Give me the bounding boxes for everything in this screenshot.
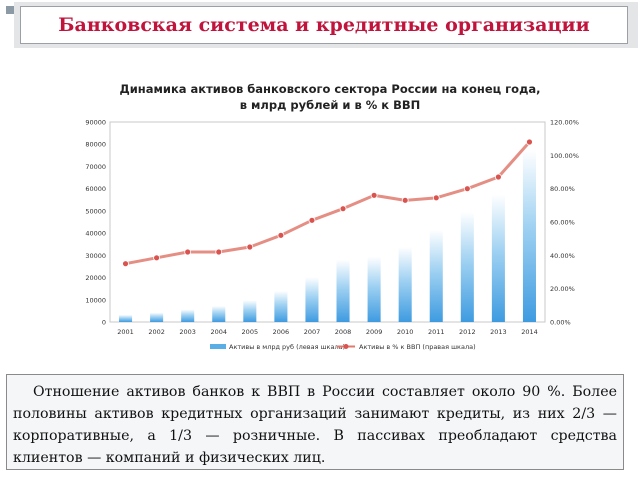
left-axis-tick-label: 20000 xyxy=(85,274,106,282)
right-axis-tick-label: 100.00% xyxy=(550,152,579,160)
bar xyxy=(305,277,319,322)
right-axis-tick-label: 60.00% xyxy=(550,219,575,227)
description-box: Отношение активов банков к ВВП в России … xyxy=(6,374,624,470)
slide-title: Банковская система и кредитные организац… xyxy=(20,6,628,44)
left-axis-tick-label: 40000 xyxy=(85,230,106,238)
x-axis-tick-label: 2011 xyxy=(428,328,445,336)
bar xyxy=(522,149,536,322)
bar xyxy=(336,259,350,322)
line-point xyxy=(122,260,129,268)
left-axis-tick-label: 30000 xyxy=(85,252,106,260)
line-point xyxy=(432,194,440,202)
line-point xyxy=(277,231,285,239)
chart-title-line-2: в млрд рублей и в % к ВВП xyxy=(240,98,421,112)
right-axis-tick-label: 120.00% xyxy=(550,119,579,127)
bar xyxy=(274,290,288,322)
line-point xyxy=(246,243,254,251)
bar xyxy=(181,309,195,322)
bar xyxy=(119,314,133,322)
line-point xyxy=(526,138,533,146)
left-axis-tick-label: 10000 xyxy=(85,296,106,304)
x-axis-tick-label: 2007 xyxy=(304,328,321,336)
line-point xyxy=(370,191,378,199)
description-text: Отношение активов банков к ВВП в России … xyxy=(13,384,617,466)
x-axis-tick-label: 2010 xyxy=(397,328,414,336)
right-axis-tick-label: 80.00% xyxy=(550,185,575,193)
line-point xyxy=(184,248,192,256)
left-axis-tick-label: 80000 xyxy=(85,141,106,149)
line-point xyxy=(339,205,347,213)
corner-square xyxy=(6,6,14,14)
x-axis-tick-label: 2013 xyxy=(490,328,507,336)
x-axis-tick-label: 2009 xyxy=(366,328,383,336)
x-axis-tick-label: 2003 xyxy=(179,328,196,336)
left-axis-tick-label: 70000 xyxy=(85,163,106,171)
legend-label-bars: Активы в млрд руб (левая шкала) xyxy=(229,343,345,351)
right-axis-tick-label: 20.00% xyxy=(550,285,575,293)
legend-label-line: Активы в % к ВВП (правая шкала) xyxy=(359,343,476,351)
plot-frame xyxy=(109,121,546,323)
left-axis-tick-label: 60000 xyxy=(85,185,106,193)
bar xyxy=(460,212,474,322)
x-axis-tick-label: 2004 xyxy=(210,328,227,336)
bar xyxy=(429,229,443,322)
line-point xyxy=(463,185,471,193)
x-axis-tick-label: 2002 xyxy=(148,328,165,336)
x-axis-tick-label: 2005 xyxy=(242,328,259,336)
right-axis-tick-label: 0.00% xyxy=(550,319,571,327)
line-series xyxy=(125,141,531,266)
bar xyxy=(243,300,257,322)
line-point xyxy=(153,254,161,262)
x-axis-tick-label: 2006 xyxy=(273,328,290,336)
chart-legend: Активы в млрд руб (левая шкала) Активы в … xyxy=(210,343,476,351)
left-axis-tick-label: 50000 xyxy=(85,207,106,215)
bar xyxy=(491,194,505,322)
line-point xyxy=(308,216,316,224)
legend-swatch-marker xyxy=(343,344,349,349)
line-point xyxy=(401,196,409,204)
chart: Динамика активов банковского сектора Рос… xyxy=(85,82,579,351)
x-axis-tick-label: 2012 xyxy=(459,328,476,336)
line-point xyxy=(494,173,502,181)
right-axis-tick-label: 40.00% xyxy=(550,252,575,260)
left-axis-tick-label: 0 xyxy=(102,319,106,327)
chart-title-line-1: Динамика активов банковского сектора Рос… xyxy=(119,82,540,96)
bar xyxy=(150,312,164,322)
legend-swatch-bars xyxy=(210,344,226,349)
x-axis-tick-label: 2001 xyxy=(117,328,134,336)
bar xyxy=(367,256,381,322)
bar xyxy=(212,306,226,322)
x-axis-tick-label: 2008 xyxy=(335,328,352,336)
x-axis-tick-label: 2014 xyxy=(521,328,538,336)
line-point xyxy=(215,248,223,256)
bar xyxy=(398,246,412,322)
left-axis-tick-label: 90000 xyxy=(85,119,106,127)
plot-area: 0 10000 20000 30000 40000 50000 60000 70000 8000… xyxy=(85,119,579,337)
